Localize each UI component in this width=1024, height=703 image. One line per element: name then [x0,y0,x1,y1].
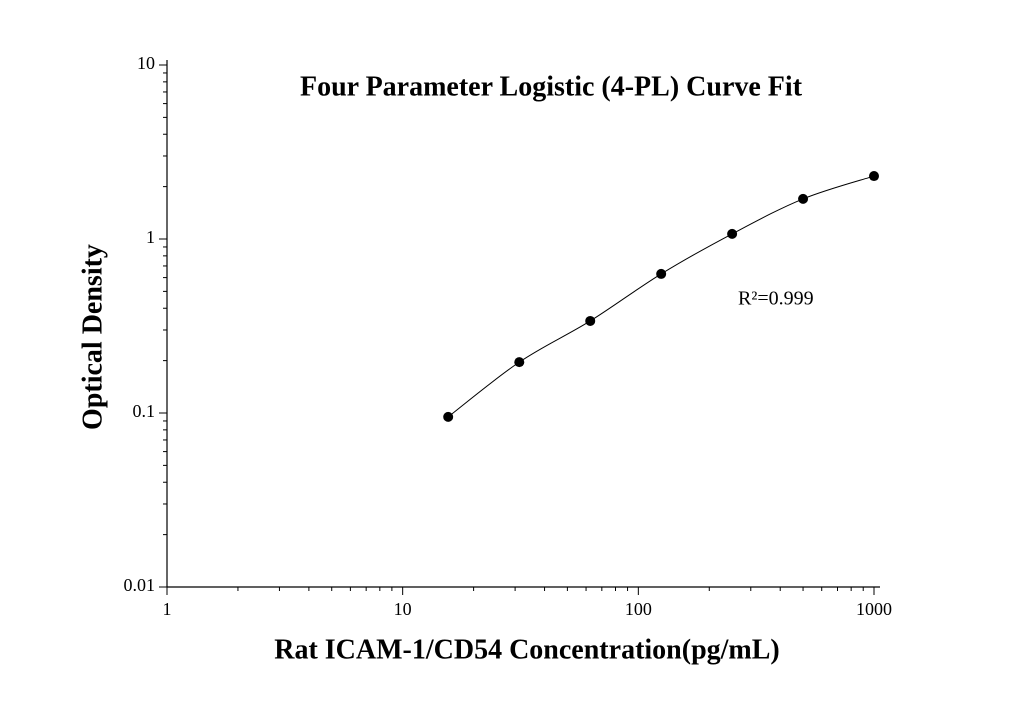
data-point [727,228,738,239]
x-tick-label: 1 [163,599,172,619]
annotation: R²=0.999 [738,288,814,310]
data-point [798,193,809,204]
x-axis-label: Rat ICAM-1/CD54 Concentration(pg/mL) [274,634,780,665]
y-tick-label: 1 [146,227,155,247]
x-tick-label: 1000 [856,599,892,619]
data-point [869,171,879,182]
data-point [514,357,525,368]
y-tick-label: 10 [137,53,155,73]
y-tick-label: 0.01 [124,575,156,595]
x-tick-label: 100 [625,599,652,619]
x-tick-label: 10 [394,599,412,619]
data-point [443,411,454,422]
data-point [656,268,667,279]
chart-title: Four Parameter Logistic (4-PL) Curve Fit [300,71,803,102]
y-axis-label: Optical Density [77,244,108,430]
y-tick-label: 0.1 [133,401,156,421]
data-point [585,315,596,326]
